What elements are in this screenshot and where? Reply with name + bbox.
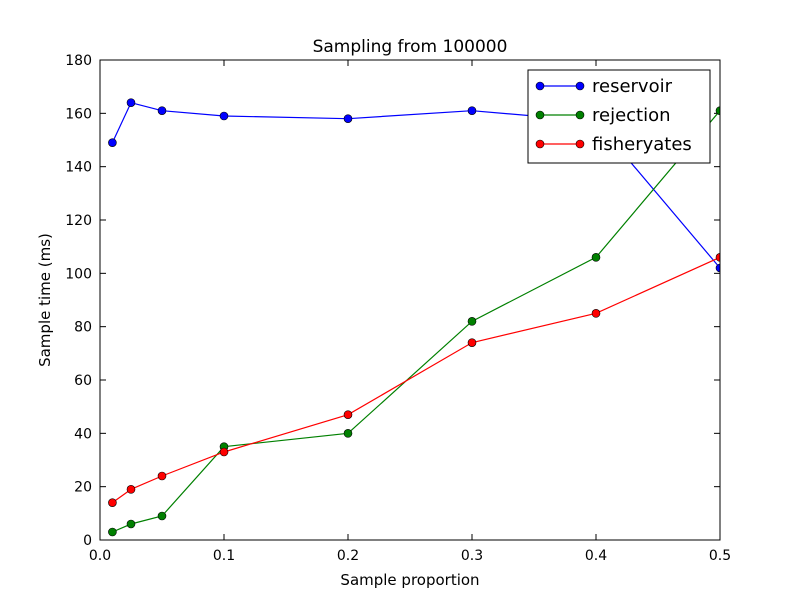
data-point-fisheryates [467, 338, 477, 347]
chart-title: Sampling from 100000 [313, 37, 508, 57]
plot-area: 0.0 0.1 0.2 0.3 0.4 0.5 0 20 40 60 80 100 120 140 160 1… [65, 53, 731, 564]
y-tick-label: 40 [74, 426, 92, 442]
data-point-reservoir [715, 263, 720, 273]
data-point-reservoir [467, 106, 477, 115]
data-point-fisheryates [108, 498, 117, 507]
x-axis-label: Sample proportion [340, 571, 479, 589]
x-tick-label: 0.4 [585, 548, 607, 564]
plot-frame [99, 59, 721, 541]
y-tick-label: 80 [74, 320, 92, 336]
data-point-reservoir [108, 138, 117, 147]
data-point-rejection [126, 519, 136, 529]
x-tick-label: 0.3 [461, 548, 483, 564]
legend-label-fisheryates: fisheryates [592, 134, 692, 155]
series-line-fisheryates [112, 256, 720, 504]
data-point-reservoir [157, 106, 167, 115]
data-point-reservoir [343, 114, 353, 123]
series-rejection [108, 106, 720, 537]
data-point-fisheryates [343, 410, 353, 419]
data-point-rejection [157, 511, 167, 521]
data-point-fisheryates [126, 485, 136, 494]
y-tick-label: 140 [65, 160, 92, 176]
data-point-rejection [715, 106, 720, 115]
legend-label-reservoir: reservoir [592, 76, 673, 97]
x-tick-label: 0.1 [213, 548, 235, 564]
x-tick-label: 0.0 [89, 548, 111, 564]
x-tick-label: 0.2 [337, 548, 359, 564]
legend-marker-rejection [535, 110, 545, 120]
legend: reservoir rejection fisheryates [527, 69, 711, 164]
y-axis-label: Sample time (ms) [36, 233, 54, 367]
legend-marker-fisheryates [535, 139, 545, 149]
series-fisheryates [108, 253, 720, 507]
y-tick-label: 180 [65, 53, 92, 69]
y-tick-label: 100 [65, 266, 92, 282]
data-point-rejection [467, 317, 477, 326]
data-point-fisheryates [219, 447, 229, 457]
y-tick-label: 120 [65, 213, 92, 229]
data-point-rejection [591, 253, 601, 262]
series-line-rejection [112, 110, 720, 533]
legend-marker-reservoir [575, 81, 585, 91]
data-point-fisheryates [715, 253, 720, 262]
data-point-rejection [343, 429, 353, 438]
data-point-fisheryates [591, 309, 601, 318]
legend-marker-fisheryates [575, 139, 585, 149]
legend-label-rejection: rejection [592, 105, 671, 126]
y-tick-label: 0 [83, 533, 92, 549]
legend-marker-reservoir [535, 81, 545, 91]
y-tick-label: 60 [74, 373, 92, 389]
x-tick-label: 0.5 [709, 548, 731, 564]
data-point-fisheryates [157, 471, 167, 481]
legend-marker-rejection [575, 110, 585, 120]
data-point-reservoir [126, 98, 136, 107]
y-tick-label: 20 [74, 480, 92, 496]
data-point-reservoir [219, 111, 229, 121]
y-tick-label: 160 [65, 106, 92, 122]
data-point-rejection [108, 527, 117, 537]
